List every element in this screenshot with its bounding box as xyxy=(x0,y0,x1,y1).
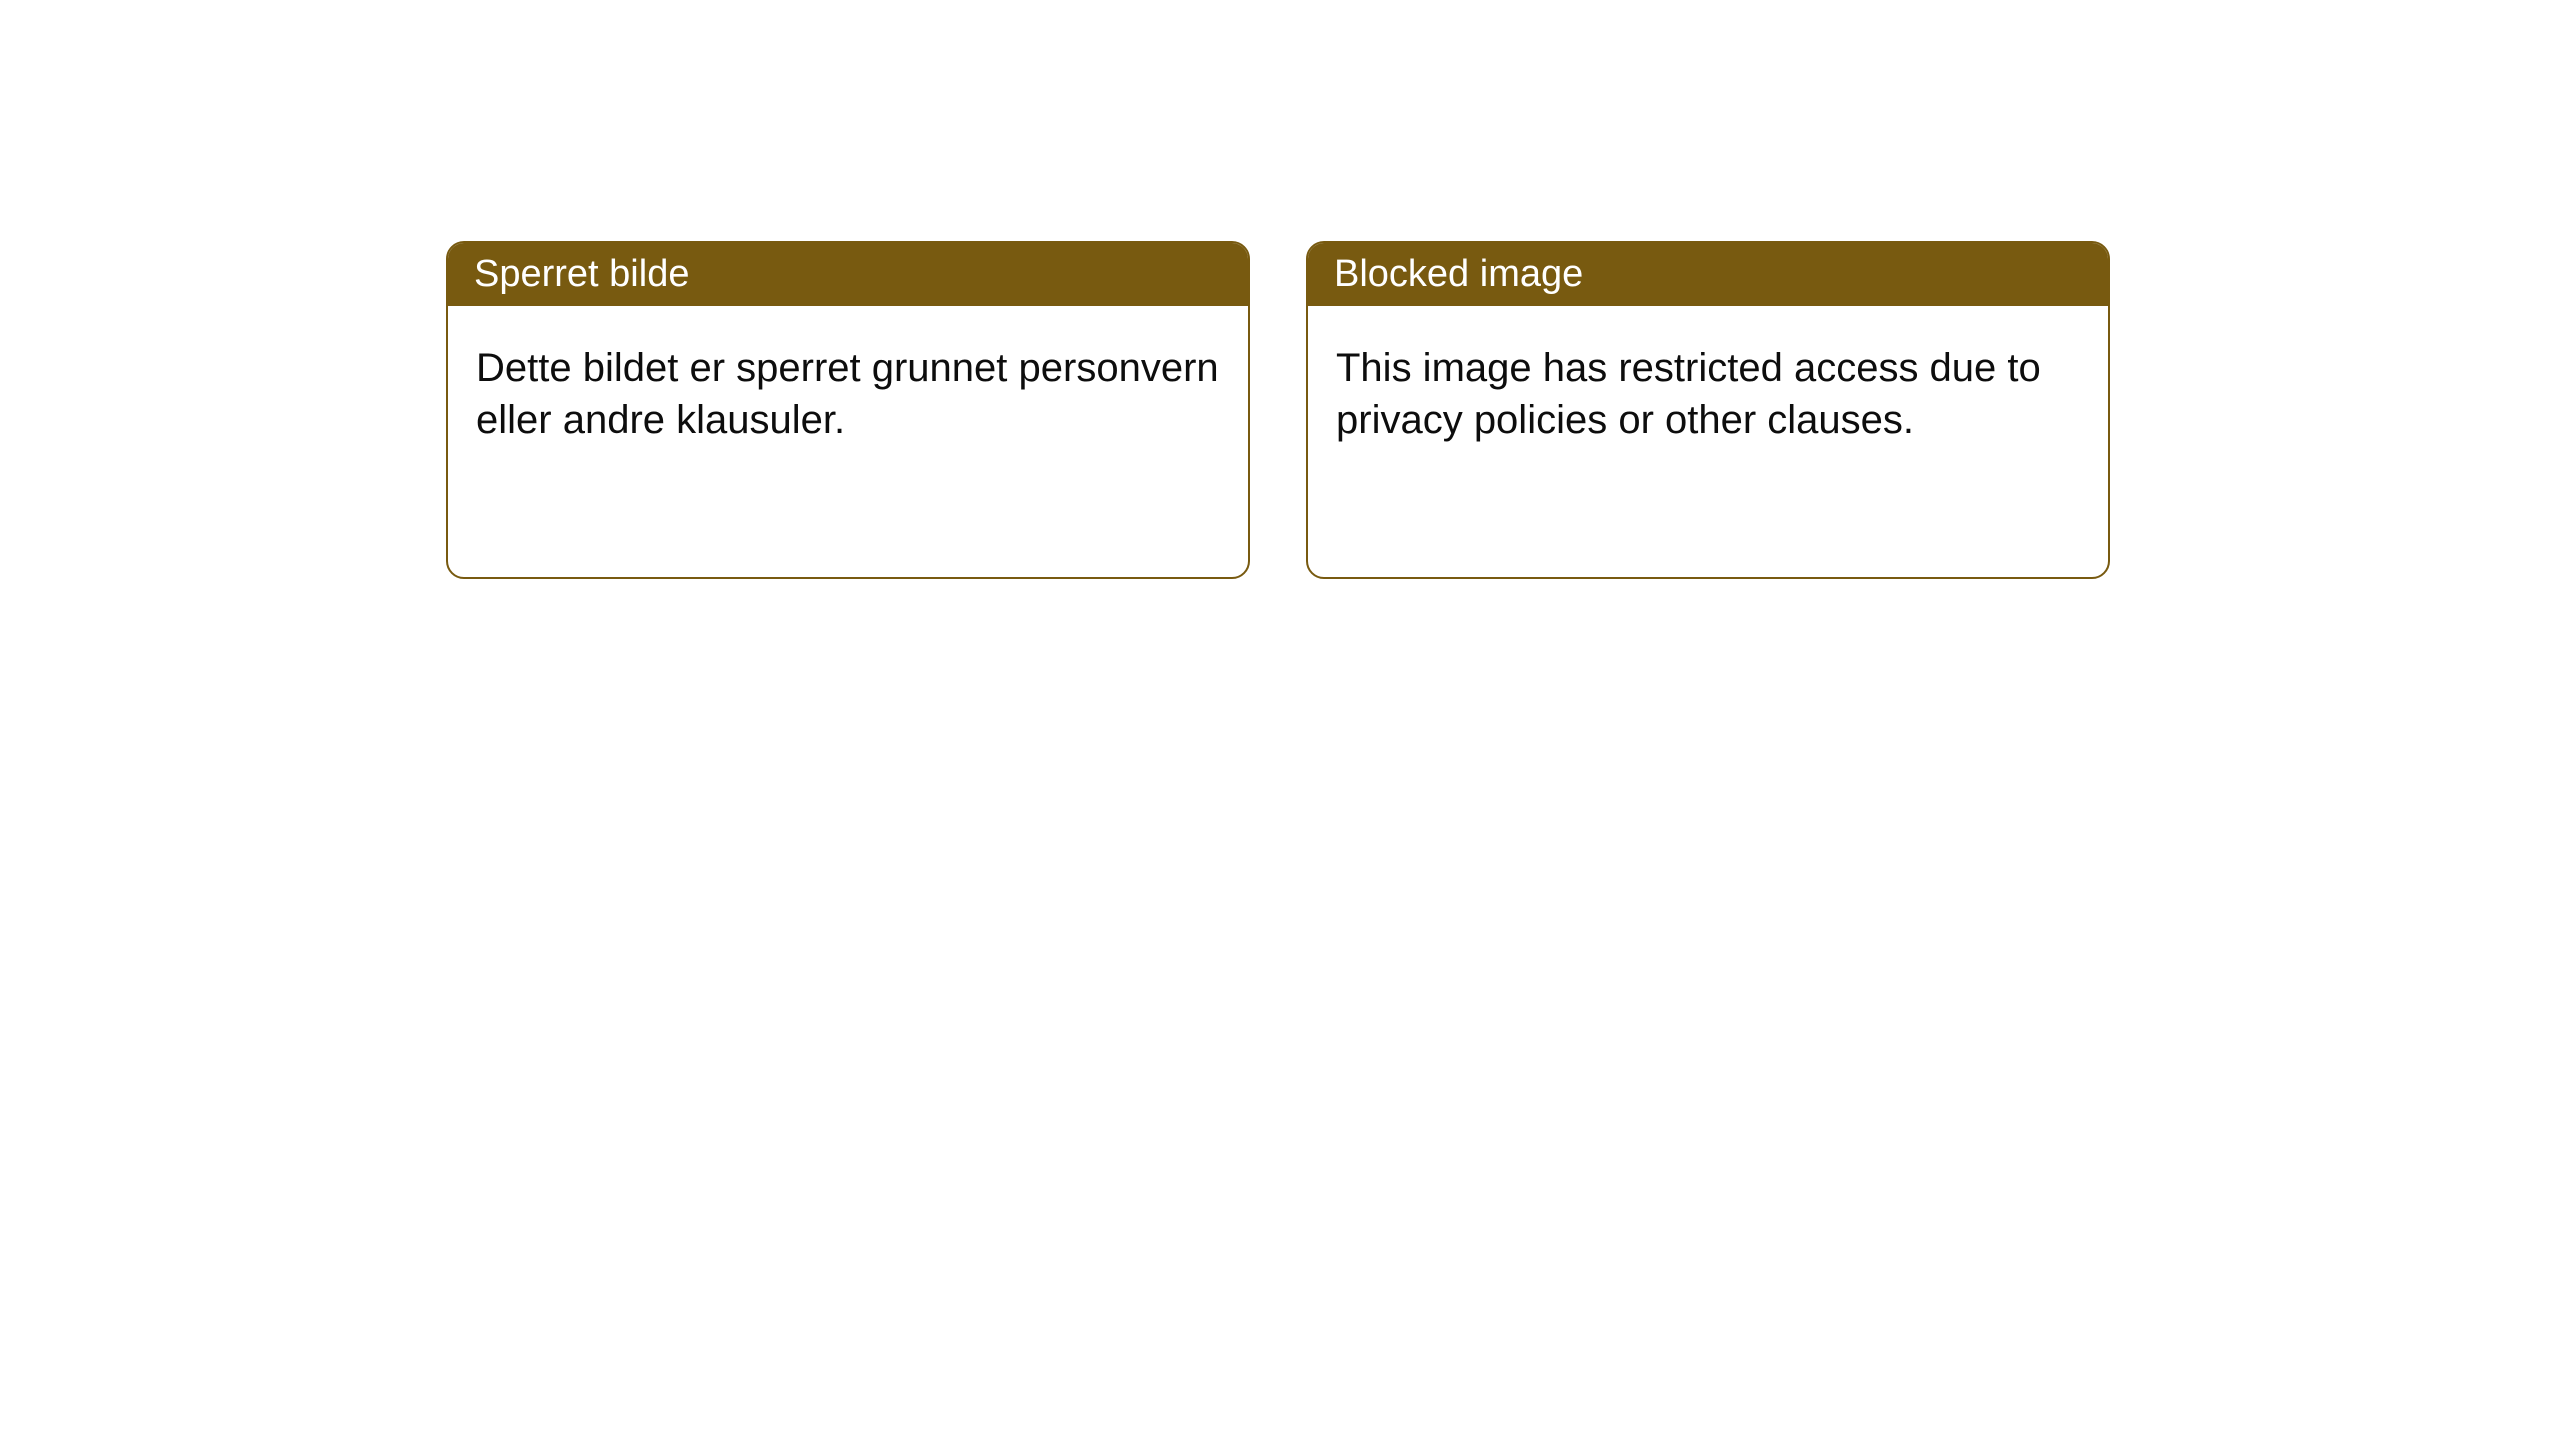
notice-title: Sperret bilde xyxy=(474,253,689,295)
notice-body-text: This image has restricted access due to … xyxy=(1336,346,2041,442)
notice-card-english: Blocked image This image has restricted … xyxy=(1306,241,2110,579)
notice-header: Sperret bilde xyxy=(448,243,1248,306)
notice-container: Sperret bilde Dette bildet er sperret gr… xyxy=(0,0,2560,579)
notice-body-text: Dette bildet er sperret grunnet personve… xyxy=(476,346,1219,442)
notice-body: This image has restricted access due to … xyxy=(1308,306,2108,482)
notice-header: Blocked image xyxy=(1308,243,2108,306)
notice-title: Blocked image xyxy=(1334,253,1583,295)
notice-body: Dette bildet er sperret grunnet personve… xyxy=(448,306,1248,482)
notice-card-norwegian: Sperret bilde Dette bildet er sperret gr… xyxy=(446,241,1250,579)
